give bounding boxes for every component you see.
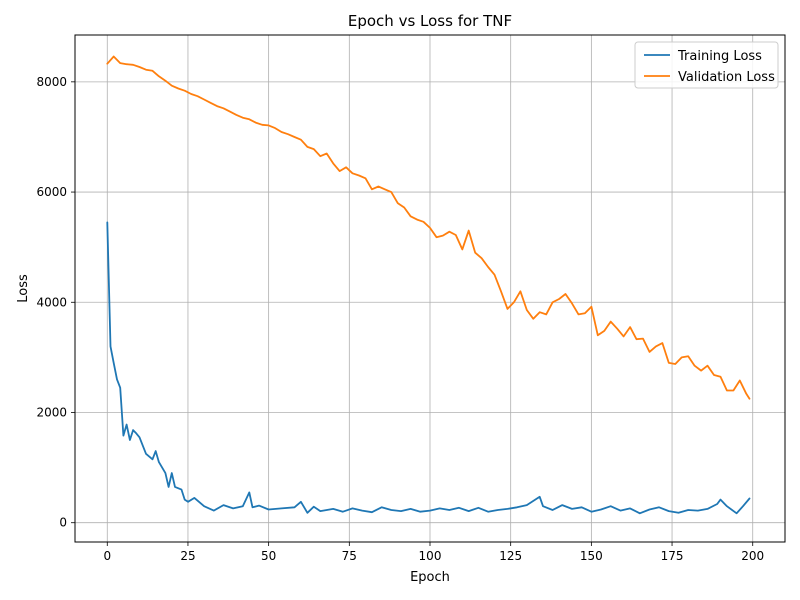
x-axis-label: Epoch	[410, 570, 450, 585]
y-tick-label: 8000	[36, 75, 67, 89]
x-tick-label: 150	[580, 549, 603, 563]
x-tick-label: 100	[419, 549, 442, 563]
y-axis-label: Loss	[16, 274, 31, 303]
grid-lines	[75, 35, 785, 542]
x-tick-label: 200	[741, 549, 764, 563]
series-layer	[106, 55, 751, 515]
y-tick-label: 0	[59, 516, 67, 530]
x-tick-label: 25	[180, 549, 195, 563]
legend: Training Loss Validation Loss	[634, 41, 779, 89]
x-tick-label: 125	[499, 549, 522, 563]
y-tick-label: 4000	[36, 295, 67, 309]
x-tick-label: 75	[342, 549, 357, 563]
y-tick-label: 6000	[36, 185, 67, 199]
x-tick-label: 175	[661, 549, 684, 563]
series-line-training-loss	[106, 221, 751, 515]
x-tick-label: 50	[261, 549, 276, 563]
chart-title: Epoch vs Loss for TNF	[348, 12, 512, 30]
legend-label-validation-loss: Validation Loss	[678, 70, 775, 85]
legend-label-training-loss: Training Loss	[677, 49, 762, 64]
series-line-validation-loss	[106, 55, 751, 400]
x-tick-label: 0	[103, 549, 111, 563]
y-tick-label: 2000	[36, 405, 67, 419]
legend-box	[634, 41, 779, 89]
